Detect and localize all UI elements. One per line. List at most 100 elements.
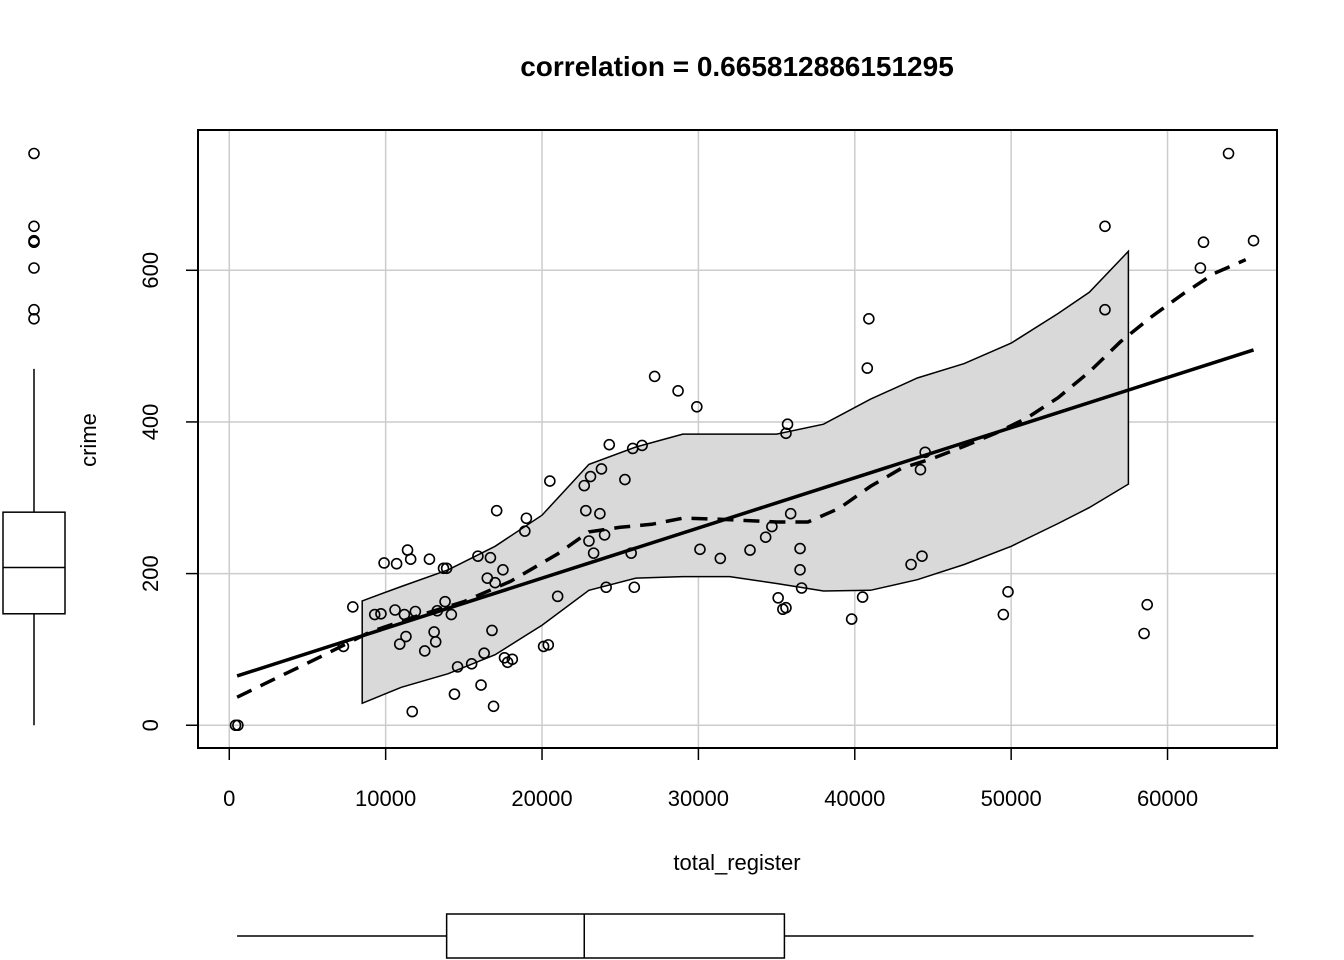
- data-point: [672, 385, 684, 397]
- data-point: [648, 370, 661, 383]
- data-point: [347, 601, 359, 613]
- data-point: [914, 463, 927, 476]
- data-point: [423, 553, 436, 565]
- data-point: [393, 638, 406, 650]
- data-point: [772, 592, 784, 604]
- data-point: [551, 590, 564, 603]
- data-point: [1138, 627, 1150, 640]
- data-point: [1141, 598, 1154, 611]
- y-axis: 0 200 400 600: [138, 252, 198, 731]
- data-point: [691, 400, 703, 413]
- data-point: [409, 605, 422, 618]
- x-tick-label: 0: [223, 786, 235, 811]
- data-point: [440, 562, 453, 575]
- data-point: [780, 601, 792, 614]
- data-point: [497, 564, 509, 576]
- data-point: [997, 608, 1010, 621]
- y-boxplot-outlier: [28, 147, 40, 160]
- data-point: [714, 552, 727, 565]
- y-boxplot-outlier: [28, 262, 40, 274]
- data-point: [619, 473, 631, 486]
- data-point: [465, 658, 478, 670]
- data-point: [337, 640, 350, 653]
- y-boxplot-outlier: [28, 303, 40, 316]
- data-point: [580, 504, 592, 517]
- data-point: [418, 645, 431, 657]
- y-boxplot-outlier: [28, 313, 40, 325]
- data-point: [439, 595, 451, 608]
- y-boxplot-outlier: [28, 220, 40, 233]
- data-point: [520, 512, 533, 525]
- x-axis-label: total_register: [673, 850, 800, 875]
- data-point: [845, 613, 858, 625]
- data-point: [472, 550, 484, 562]
- data-point: [784, 507, 797, 520]
- data-point: [1197, 236, 1210, 249]
- x-marginal-boxplot: [237, 913, 1254, 959]
- data-point: [856, 591, 869, 603]
- data-points: [229, 147, 1260, 732]
- data-point: [863, 313, 875, 325]
- data-point: [519, 525, 531, 537]
- y-tick-label: 200: [138, 555, 163, 592]
- data-point: [781, 418, 794, 431]
- x-tick-label: 60000: [1137, 786, 1198, 811]
- data-point: [578, 479, 591, 492]
- data-point: [537, 640, 550, 653]
- data-point: [490, 504, 503, 517]
- y-tick-label: 400: [138, 404, 163, 441]
- data-point: [478, 647, 490, 660]
- data-point: [429, 636, 442, 648]
- data-point: [1099, 220, 1111, 233]
- regression-line: [236, 348, 1255, 678]
- x-tick-label: 40000: [824, 786, 885, 811]
- data-point: [916, 550, 928, 562]
- data-point: [542, 639, 555, 651]
- y-tick-label: 0: [138, 719, 163, 731]
- data-point: [595, 463, 608, 475]
- fit-lines: [236, 258, 1255, 699]
- data-point: [437, 562, 450, 575]
- data-point: [487, 700, 500, 713]
- data-point: [766, 520, 778, 533]
- data-point: [431, 604, 444, 617]
- y-boxplot-box: [2, 511, 66, 615]
- data-point: [583, 535, 595, 547]
- data-point: [1247, 234, 1260, 247]
- x-tick-label: 10000: [355, 786, 416, 811]
- data-point: [794, 564, 806, 576]
- data-point: [628, 581, 641, 594]
- confidence-band: [361, 249, 1130, 705]
- data-point: [475, 679, 487, 691]
- data-point: [598, 529, 611, 541]
- confidence-band-area: [361, 249, 1130, 705]
- data-point: [375, 607, 387, 620]
- data-point: [794, 542, 806, 555]
- x-axis: 0 10000 20000 30000 40000 50000 60000: [223, 747, 1198, 811]
- data-point: [544, 475, 556, 487]
- data-point: [594, 507, 606, 520]
- loess-smooth-line: [236, 258, 1247, 699]
- data-point: [600, 581, 612, 594]
- data-point: [378, 557, 390, 569]
- data-point: [744, 544, 756, 556]
- y-tick-label: 600: [138, 252, 163, 289]
- data-point: [861, 362, 874, 374]
- data-point: [389, 604, 401, 616]
- data-point: [232, 719, 244, 732]
- data-point: [486, 624, 498, 637]
- data-point: [625, 547, 637, 559]
- y-marginal-boxplot: [2, 147, 66, 726]
- data-point: [587, 547, 600, 559]
- data-point: [1002, 585, 1014, 598]
- data-point: [484, 551, 497, 564]
- data-point: [1194, 262, 1207, 274]
- data-point: [451, 661, 464, 673]
- x-tick-label: 50000: [981, 786, 1042, 811]
- data-point: [694, 543, 706, 556]
- x-tick-label: 30000: [668, 786, 729, 811]
- data-point: [400, 630, 412, 643]
- data-point: [489, 576, 501, 589]
- data-point: [905, 558, 917, 571]
